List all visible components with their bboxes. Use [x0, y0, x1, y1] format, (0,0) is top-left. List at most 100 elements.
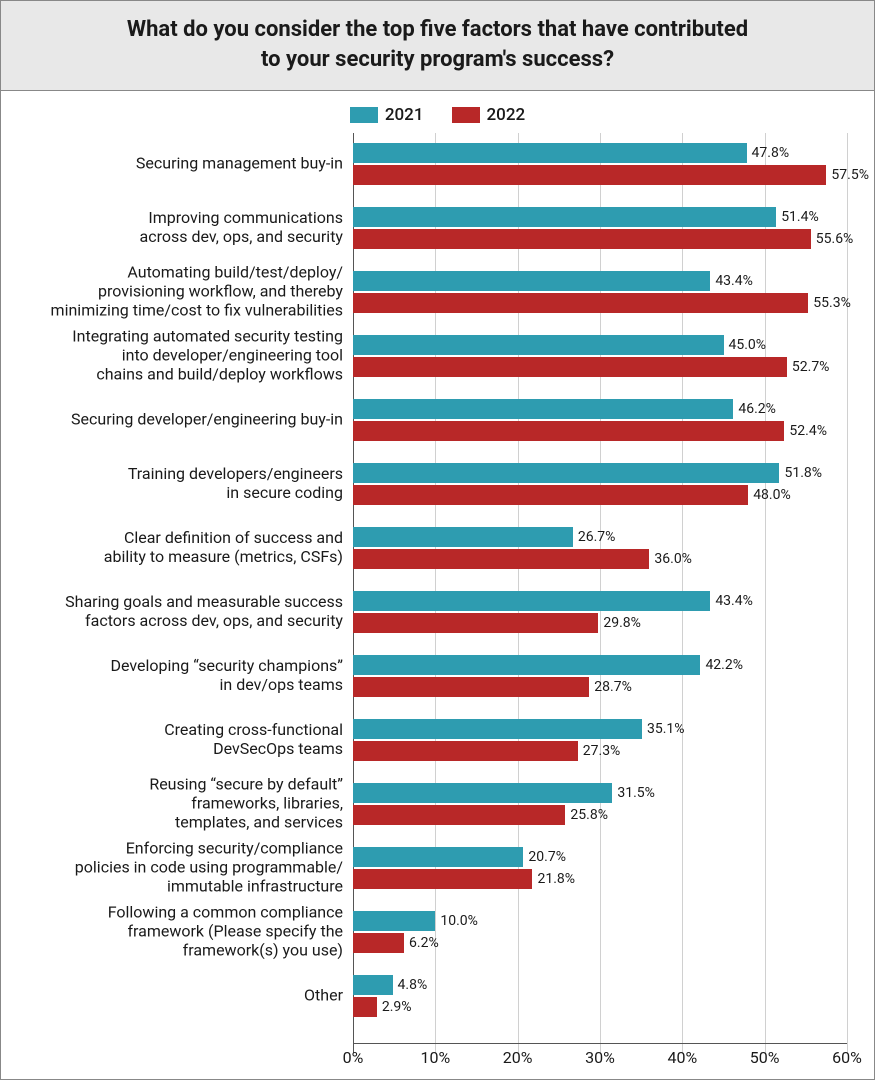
bar-value-2021: 46.2%: [733, 399, 776, 419]
bar-2021: 47.8%: [353, 143, 747, 163]
bar-2022: 6.2%: [353, 933, 404, 953]
bar-value-2021: 47.8%: [747, 143, 790, 163]
category-row: Enforcing security/compliancepolicies in…: [353, 847, 847, 889]
bar-2022: 36.0%: [353, 549, 649, 569]
bar-2021: 31.5%: [353, 783, 612, 803]
bar-value-2022: 28.7%: [589, 677, 632, 697]
category-row: Developing “security champions”in dev/op…: [353, 655, 847, 697]
bar-2022: 25.8%: [353, 805, 565, 825]
x-tick-label: 10%: [420, 1048, 450, 1067]
bar-value-2021: 43.4%: [710, 271, 753, 291]
category-label: Creating cross-functionalDevSecOps teams: [9, 722, 353, 760]
legend: 2021 2022: [1, 91, 874, 133]
bar-value-2022: 21.8%: [532, 869, 575, 889]
title-line-1: What do you consider the top five factor…: [127, 17, 748, 42]
category-label: Developing “security champions”in dev/op…: [9, 658, 353, 696]
category-label: Securing management buy-in: [9, 155, 353, 174]
category-label: Improving communicationsacross dev, ops,…: [9, 210, 353, 248]
bar-2022: 28.7%: [353, 677, 589, 697]
bar-value-2022: 27.3%: [578, 741, 621, 761]
category-row: Improving communicationsacross dev, ops,…: [353, 207, 847, 249]
bar-2022: 57.5%: [353, 165, 826, 185]
bar-value-2021: 51.8%: [779, 463, 822, 483]
category-label: Training developers/engineersin secure c…: [9, 466, 353, 504]
legend-label: 2021: [385, 105, 424, 125]
bar-value-2021: 10.0%: [435, 911, 478, 931]
bar-value-2021: 42.2%: [700, 655, 743, 675]
category-row: Following a common complianceframework (…: [353, 911, 847, 953]
chart-container: What do you consider the top five factor…: [0, 0, 875, 1080]
bar-2021: 45.0%: [353, 335, 724, 355]
legend-swatch: [452, 107, 480, 123]
category-row: Clear definition of success andability t…: [353, 527, 847, 569]
bar-value-2022: 48.0%: [748, 485, 791, 505]
category-row: Training developers/engineersin secure c…: [353, 463, 847, 505]
bar-2022: 2.9%: [353, 997, 377, 1017]
bar-2022: 55.3%: [353, 293, 808, 313]
category-row: Reusing “secure by default”frameworks, l…: [353, 783, 847, 825]
category-row: Automating build/test/deploy/provisionin…: [353, 271, 847, 313]
bar-rows: Securing management buy-in47.8%57.5% Impr…: [353, 133, 847, 1053]
bar-value-2022: 25.8%: [565, 805, 608, 825]
category-label: Securing developer/engineering buy-in: [9, 411, 353, 430]
bar-value-2022: 57.5%: [826, 165, 869, 185]
bar-2022: 55.6%: [353, 229, 811, 249]
bar-value-2022: 52.4%: [784, 421, 827, 441]
bar-2022: 29.8%: [353, 613, 598, 633]
bar-2021: 43.4%: [353, 591, 710, 611]
category-label: Other: [9, 987, 353, 1006]
category-label: Enforcing security/compliancepolicies in…: [9, 840, 353, 897]
x-axis: 0%10%20%30%40%50%60%: [353, 1043, 847, 1071]
bar-2022: 21.8%: [353, 869, 532, 889]
x-tick-label: 30%: [585, 1048, 615, 1067]
legend-label: 2022: [487, 105, 526, 125]
x-tick-label: 0%: [343, 1048, 364, 1067]
chart-title-block: What do you consider the top five factor…: [1, 1, 874, 91]
bar-value-2021: 4.8%: [393, 975, 428, 995]
bar-2022: 48.0%: [353, 485, 748, 505]
bar-2021: 20.7%: [353, 847, 523, 867]
category-row: Securing developer/engineering buy-in46.…: [353, 399, 847, 441]
category-row: Sharing goals and measurable successfact…: [353, 591, 847, 633]
x-tick-label: 60%: [832, 1048, 862, 1067]
bar-value-2021: 26.7%: [573, 527, 616, 547]
x-tick-label: 20%: [503, 1048, 533, 1067]
bar-2021: 51.4%: [353, 207, 776, 227]
gridline: [847, 133, 848, 1053]
category-label: Sharing goals and measurable successfact…: [9, 594, 353, 632]
bar-value-2021: 31.5%: [612, 783, 655, 803]
bar-value-2021: 51.4%: [776, 207, 819, 227]
category-row: Integrating automated security testingin…: [353, 335, 847, 377]
legend-item-2021: 2021: [350, 105, 424, 125]
title-line-2: to your security program's success?: [261, 47, 614, 72]
bar-value-2021: 20.7%: [523, 847, 566, 867]
legend-swatch: [350, 107, 378, 123]
bar-2021: 4.8%: [353, 975, 393, 995]
bar-2021: 46.2%: [353, 399, 733, 419]
legend-item-2022: 2022: [452, 105, 526, 125]
bar-value-2022: 29.8%: [598, 613, 641, 633]
bar-2021: 10.0%: [353, 911, 435, 931]
x-tick-label: 40%: [667, 1048, 697, 1067]
bar-2021: 35.1%: [353, 719, 642, 739]
bar-2021: 43.4%: [353, 271, 710, 291]
bar-2021: 42.2%: [353, 655, 700, 675]
category-label: Clear definition of success andability t…: [9, 530, 353, 568]
bar-2021: 26.7%: [353, 527, 573, 547]
category-row: Other4.8%2.9%: [353, 975, 847, 1017]
bar-value-2021: 43.4%: [710, 591, 753, 611]
bar-2022: 52.4%: [353, 421, 784, 441]
category-label: Automating build/test/deploy/provisionin…: [9, 264, 353, 321]
bar-value-2022: 52.7%: [787, 357, 830, 377]
bar-value-2022: 36.0%: [649, 549, 692, 569]
bar-2022: 52.7%: [353, 357, 787, 377]
bar-2022: 27.3%: [353, 741, 578, 761]
category-row: Creating cross-functionalDevSecOps teams…: [353, 719, 847, 761]
category-row: Securing management buy-in47.8%57.5%: [353, 143, 847, 185]
bar-value-2022: 6.2%: [404, 933, 439, 953]
bar-value-2022: 55.3%: [808, 293, 851, 313]
bar-value-2021: 45.0%: [724, 335, 767, 355]
bar-2021: 51.8%: [353, 463, 779, 483]
bar-value-2021: 35.1%: [642, 719, 685, 739]
bar-value-2022: 55.6%: [811, 229, 854, 249]
